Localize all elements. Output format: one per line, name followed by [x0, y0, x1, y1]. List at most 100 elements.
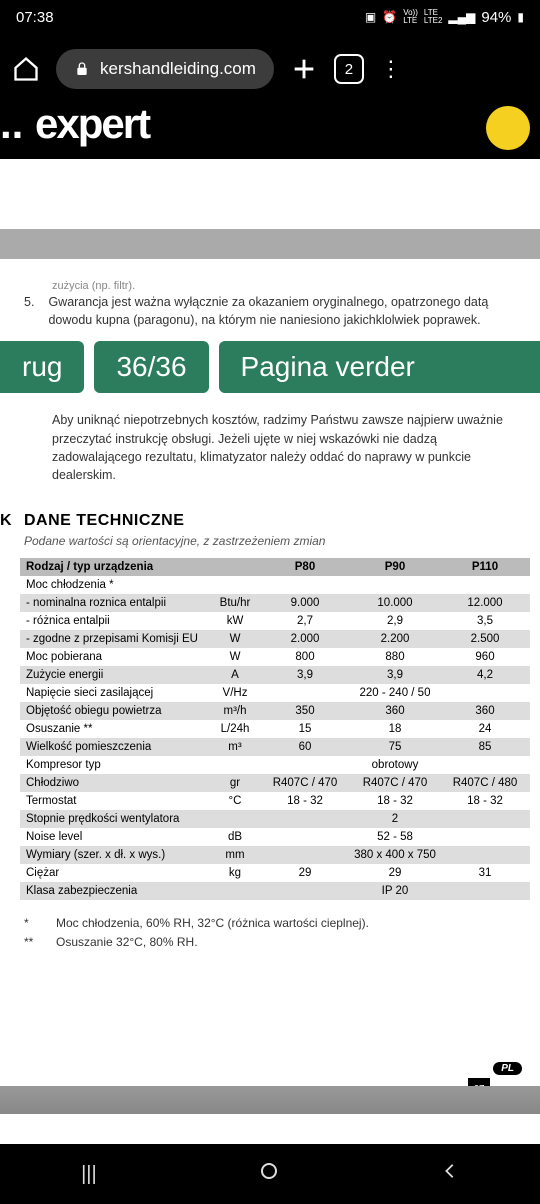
table-row: Wielkość pomieszczeniam³607585 — [20, 738, 530, 756]
home-icon[interactable] — [12, 55, 40, 83]
status-time: 07:38 — [16, 9, 54, 26]
page-content: .. expert zużycia (np. filtr). 5. Gwaran… — [0, 104, 540, 1144]
table-row: - różnica entalpiikW2,72,93,5 — [20, 612, 530, 630]
table-row: Objętość obiegu powietrzam³/h350360360 — [20, 702, 530, 720]
row-label: Moc pobierana — [20, 648, 210, 666]
table-row: Zużycie energiiA3,93,94,2 — [20, 666, 530, 684]
row-value: 24 — [440, 720, 530, 738]
row-value: 12.000 — [440, 594, 530, 612]
row-value: 360 — [350, 702, 440, 720]
table-row: Klasa zabezpieczenia IP 20 — [20, 882, 530, 900]
section-subtitle: Podane wartości są orientacyjne, z zastr… — [0, 534, 540, 558]
footnote-2-text: Osuszanie 32°C, 80% RH. — [56, 933, 198, 952]
row-label: Noise level — [20, 828, 210, 846]
section-title: DANE TECHNICZNE — [0, 512, 540, 534]
footnote-2: ** Osuszanie 32°C, 80% RH. — [24, 933, 516, 952]
row-value: 18 - 32 — [350, 792, 440, 810]
row-value: 9.000 — [260, 594, 350, 612]
row-span-value: 220 - 240 / 50 — [260, 684, 530, 702]
row-unit: kg — [210, 864, 260, 882]
warranty-item-text: Gwarancja jest ważna wyłącznie za okazan… — [48, 294, 516, 329]
row-unit: gr — [210, 774, 260, 792]
table-row: Osuszanie **L/24h151824 — [20, 720, 530, 738]
table-row: Kompresor typobrotowy — [20, 756, 530, 774]
row-label: - nominalna roznica entalpii — [20, 594, 210, 612]
row-unit — [210, 756, 260, 774]
row-unit: A — [210, 666, 260, 684]
table-header-p110: P110 — [440, 558, 530, 576]
row-span-value: 380 x 400 x 750 — [260, 846, 530, 864]
row-value — [440, 576, 530, 594]
status-icons: ▣ ⏰ Vo))LTE LTELTE2 ▂▄▆ 94% ▮ — [365, 9, 524, 26]
tab-count-button[interactable]: 2 — [334, 54, 364, 84]
lte-icon: LTELTE2 — [424, 9, 443, 25]
row-value: 29 — [260, 864, 350, 882]
android-nav-bar: ||| — [0, 1144, 540, 1204]
footnote-1-mark: * — [24, 914, 38, 933]
battery-icon: ▮ — [517, 10, 524, 24]
new-tab-icon[interactable] — [290, 55, 318, 83]
row-span-value: obrotowy — [260, 756, 530, 774]
row-value: R407C / 480 — [440, 774, 530, 792]
row-value: 2.200 — [350, 630, 440, 648]
section-letter: K — [0, 512, 12, 530]
footnote-1-text: Moc chłodzenia, 60% RH, 32°C (różnica wa… — [56, 914, 369, 933]
home-nav-icon[interactable] — [259, 1161, 279, 1187]
battery-percent: 94% — [481, 9, 511, 26]
row-label: Klasa zabezpieczenia — [20, 882, 210, 900]
row-value: 960 — [440, 648, 530, 666]
row-value: 2,9 — [350, 612, 440, 630]
row-value: R407C / 470 — [350, 774, 440, 792]
prev-page-button[interactable]: rug — [0, 341, 84, 393]
row-label: Objętość obiegu powietrza — [20, 702, 210, 720]
row-span-value: 2 — [260, 810, 530, 828]
row-value — [260, 576, 350, 594]
url-bar[interactable]: kershandleiding.com — [56, 49, 274, 89]
alarm-icon: ⏰ — [382, 10, 397, 24]
table-header-p80: P80 — [260, 558, 350, 576]
row-unit: m³ — [210, 738, 260, 756]
table-row: - nominalna roznica entalpiiBtu/hr9.0001… — [20, 594, 530, 612]
row-value: 31 — [440, 864, 530, 882]
technical-data-table: Rodzaj / typ urządzenia P80 P90 P110 Moc… — [20, 558, 530, 900]
footnote-1: * Moc chłodzenia, 60% RH, 32°C (różnica … — [24, 914, 516, 933]
recents-icon[interactable]: ||| — [81, 1163, 97, 1186]
page-indicator: 36/36 — [94, 341, 208, 393]
gray-divider — [0, 229, 540, 259]
table-header-unit — [210, 558, 260, 576]
camera-icon: ▣ — [365, 10, 376, 24]
row-label: Wielkość pomieszczenia — [20, 738, 210, 756]
row-unit: W — [210, 648, 260, 666]
next-page-button[interactable]: Pagina verder — [219, 341, 540, 393]
row-value: 800 — [260, 648, 350, 666]
volte-icon: Vo))LTE — [403, 9, 418, 25]
warranty-item-number: 5. — [24, 294, 34, 329]
row-label: Osuszanie ** — [20, 720, 210, 738]
row-unit: W — [210, 630, 260, 648]
row-value: 3,5 — [440, 612, 530, 630]
row-unit — [210, 882, 260, 900]
table-row: Moc chłodzenia * — [20, 576, 530, 594]
url-text: kershandleiding.com — [100, 59, 256, 79]
table-header-p90: P90 — [350, 558, 440, 576]
row-value: 75 — [350, 738, 440, 756]
menu-icon[interactable]: ⋮ — [380, 56, 402, 82]
row-span-value: IP 20 — [260, 882, 530, 900]
table-row: Moc pobieranaW800880960 — [20, 648, 530, 666]
row-unit: kW — [210, 612, 260, 630]
row-value: 10.000 — [350, 594, 440, 612]
truncated-line: zużycia (np. filtr). — [52, 279, 516, 294]
row-value: 350 — [260, 702, 350, 720]
table-row: Wymiary (szer. x dł. x wys.)mm380 x 400 … — [20, 846, 530, 864]
warranty-section: zużycia (np. filtr). 5. Gwarancja jest w… — [0, 279, 540, 341]
table-header-row: Rodzaj / typ urządzenia P80 P90 P110 — [20, 558, 530, 576]
row-value: 4,2 — [440, 666, 530, 684]
footnote-2-mark: ** — [24, 933, 38, 952]
row-value: 85 — [440, 738, 530, 756]
back-icon[interactable] — [441, 1162, 459, 1186]
row-value: 60 — [260, 738, 350, 756]
row-unit — [210, 576, 260, 594]
table-header-label: Rodzaj / typ urządzenia — [20, 558, 210, 576]
row-value: 29 — [350, 864, 440, 882]
page-nav-buttons: rug 36/36 Pagina verder — [0, 341, 540, 401]
